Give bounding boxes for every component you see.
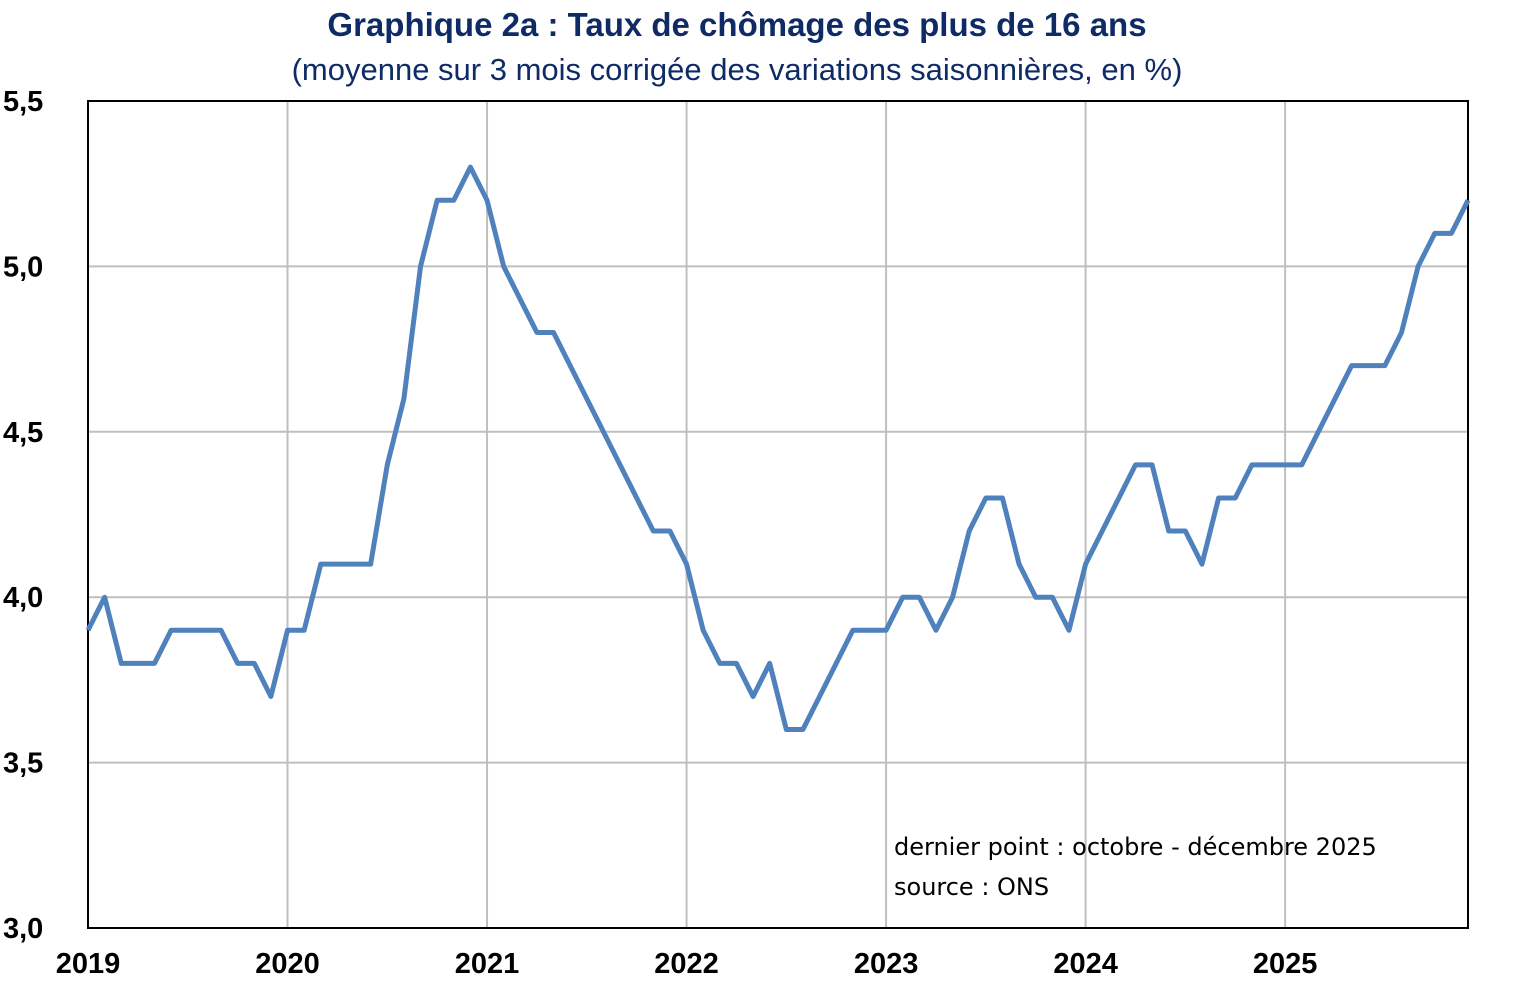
y-tick-label: 5,0 bbox=[3, 251, 43, 283]
x-tick-label: 2020 bbox=[255, 948, 320, 980]
x-tick-label: 2024 bbox=[1053, 948, 1118, 980]
x-tick-label: 2023 bbox=[854, 948, 919, 980]
y-tick-label: 4,5 bbox=[3, 417, 43, 449]
y-tick-label: 4,0 bbox=[3, 582, 43, 614]
y-tick-label: 3,0 bbox=[3, 913, 43, 945]
annotation-source: source : ONS bbox=[894, 873, 1049, 901]
x-tick-label: 2021 bbox=[455, 948, 520, 980]
chart-title: Graphique 2a : Taux de chômage des plus … bbox=[327, 6, 1147, 43]
annotation-last-point: dernier point : octobre - décembre 2025 bbox=[894, 833, 1377, 861]
x-tick-label: 2019 bbox=[56, 948, 121, 980]
x-tick-label: 2025 bbox=[1253, 948, 1318, 980]
y-tick-label: 3,5 bbox=[3, 748, 43, 780]
series-line bbox=[85, 164, 1471, 733]
plot-frame bbox=[87, 100, 1469, 929]
x-tick-label: 2022 bbox=[654, 948, 719, 980]
chart-subtitle: (moyenne sur 3 mois corrigée des variati… bbox=[291, 52, 1183, 87]
y-tick-label: 5,5 bbox=[3, 86, 43, 118]
